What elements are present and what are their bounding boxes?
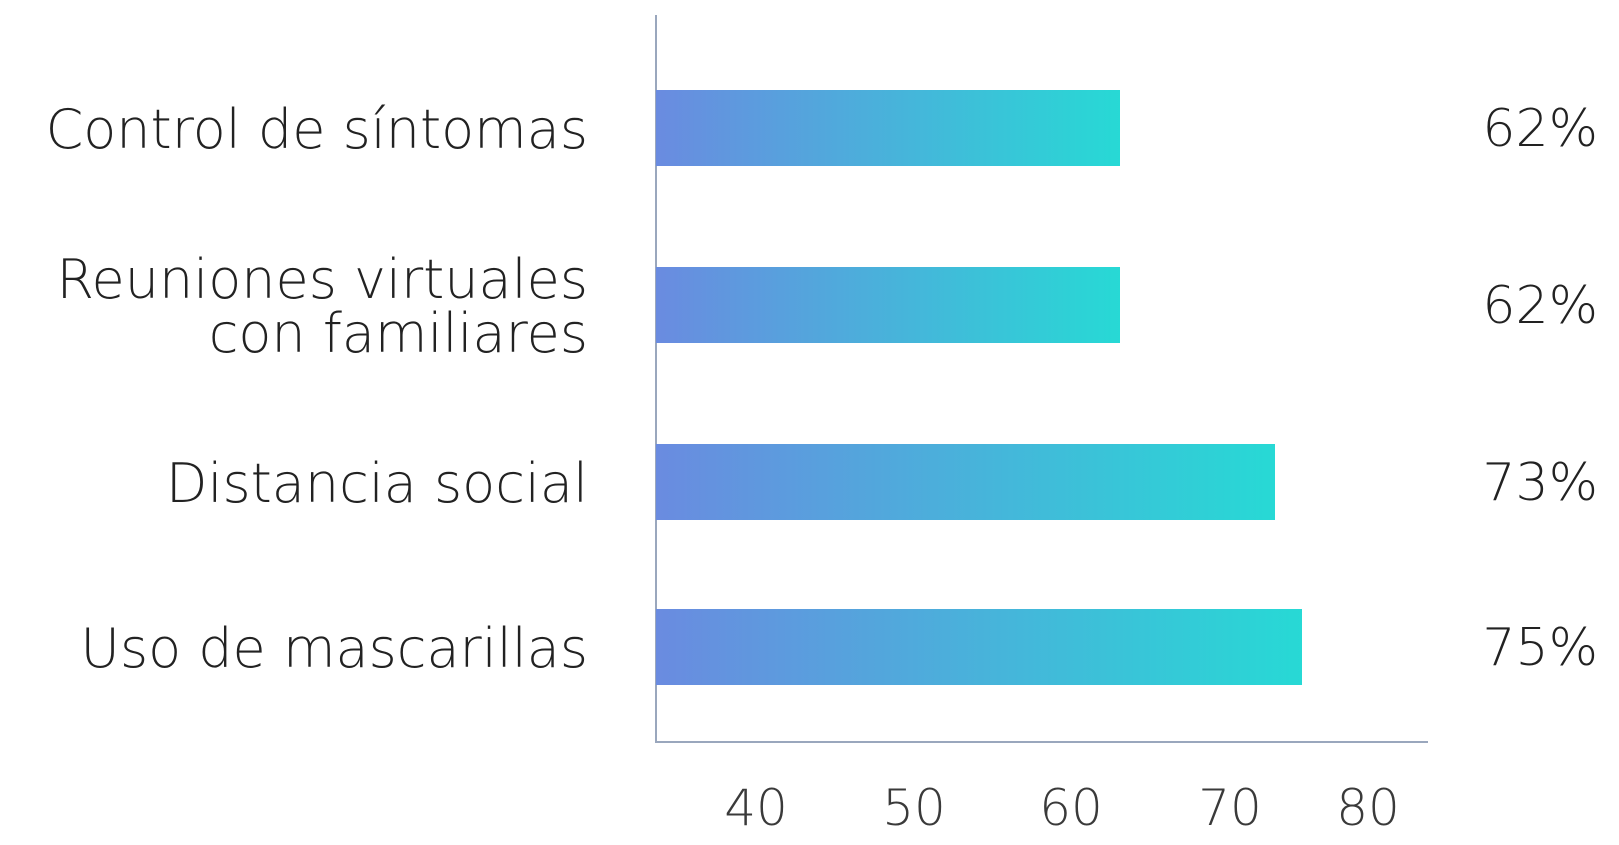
bar-distancia-social	[656, 444, 1275, 520]
x-tick-label-50: 50	[882, 779, 946, 837]
value-label-uso-de-mascarillas: 75%	[1482, 618, 1598, 678]
x-tick-label-40: 40	[724, 779, 788, 837]
category-label-line: Uso de mascarillas	[80, 617, 588, 680]
x-tick-labels: 40 50 60 70 80	[724, 779, 1400, 837]
value-label-control-de-sintomas: 62%	[1482, 99, 1598, 159]
category-label-line: con familiares	[209, 302, 588, 365]
x-tick-label-70: 70	[1198, 779, 1262, 837]
category-label-line: Reuniones virtuales	[56, 248, 588, 311]
category-label-uso-de-mascarillas: Uso de mascarillas	[80, 617, 588, 680]
category-label-line: Control de síntomas	[46, 98, 588, 161]
value-labels: 62% 62% 73% 75%	[1482, 99, 1598, 678]
category-labels: Control de síntomas Reuniones virtuales co…	[46, 98, 588, 680]
x-tick-label-80: 80	[1336, 779, 1400, 837]
bar-control-de-sintomas	[656, 90, 1120, 166]
category-label-line: Distancia social	[166, 452, 588, 515]
value-label-reuniones-virtuales-con-familiares: 62%	[1482, 276, 1598, 336]
category-label-reuniones-virtuales-con-familiares: Reuniones virtuales con familiares	[56, 248, 588, 365]
bars-group	[656, 90, 1302, 685]
x-tick-label-60: 60	[1039, 779, 1103, 837]
bar-reuniones-virtuales-con-familiares	[656, 267, 1120, 343]
category-label-control-de-sintomas: Control de síntomas	[46, 98, 588, 161]
bar-uso-de-mascarillas	[656, 609, 1302, 685]
value-label-distancia-social: 73%	[1482, 453, 1598, 513]
category-label-distancia-social: Distancia social	[166, 452, 588, 515]
